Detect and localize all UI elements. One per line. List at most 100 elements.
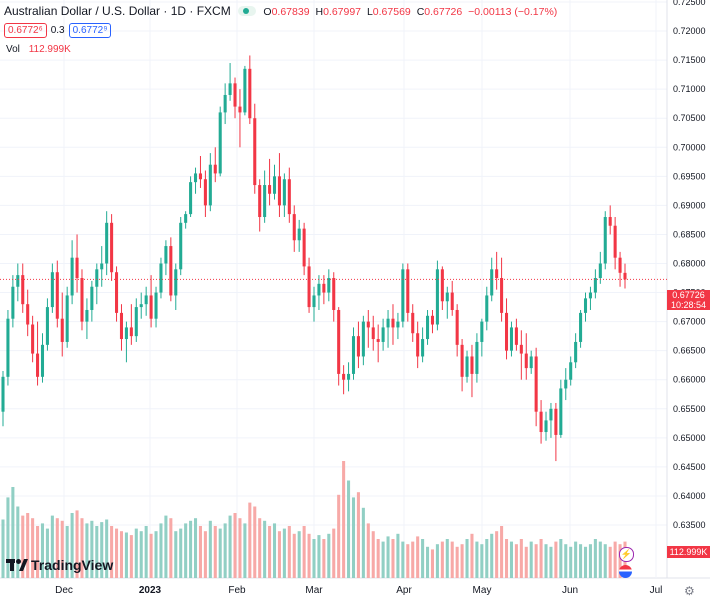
candle-body [495, 269, 499, 279]
price-tick-label: 0.72000 [673, 26, 706, 36]
volume-bar [445, 539, 449, 578]
volume-bar [450, 541, 454, 578]
candle-body [119, 312, 124, 340]
tradingview-logo[interactable]: TradingView [6, 557, 113, 573]
volume-bar [272, 523, 277, 578]
market-open-icon [238, 6, 257, 16]
candle-body [90, 286, 94, 310]
volume-bar [70, 513, 74, 578]
high-label: H [315, 6, 324, 18]
volume-bar [189, 520, 193, 578]
candle-body [223, 94, 227, 113]
candle-body [11, 286, 15, 319]
volume-bar [618, 544, 622, 578]
price-tick-label: 0.69000 [673, 200, 706, 210]
volume-bar [31, 518, 35, 578]
volume-bar [356, 492, 360, 578]
candle-body [430, 315, 435, 325]
symbol-header: Australian Dollar / U.S. Dollar · 1D · F… [4, 4, 560, 18]
volume-bar [263, 520, 267, 578]
volume-bar [485, 539, 489, 578]
last-price-tag: 0.67726 10:28:54 [667, 290, 710, 310]
candle-body [174, 269, 178, 296]
candle-body [500, 278, 504, 313]
volume-bar [401, 541, 405, 578]
lightning-icon[interactable]: ⚡ [619, 547, 634, 562]
volume-bar [1, 519, 5, 578]
volume-bar [554, 541, 558, 578]
candle-body [277, 176, 281, 206]
candle-body [124, 327, 128, 340]
candle-body [179, 222, 183, 270]
time-axis: Dec 2023 Feb Mar Apr May Jun Jul [55, 585, 662, 596]
volume-bar [544, 544, 548, 578]
close-value: 0.67726 [424, 6, 463, 18]
volume-bar [347, 480, 351, 578]
low-label: L [366, 6, 373, 18]
volume-bar [179, 528, 183, 578]
candle-body [421, 339, 425, 357]
sell-button[interactable]: 0.6772⁶ [4, 23, 47, 38]
volume-bars [1, 461, 627, 578]
time-tick-label: Dec [55, 585, 73, 596]
candle-body [613, 225, 617, 258]
candle-body [193, 173, 198, 183]
price-tick-label: 0.66000 [673, 375, 706, 385]
volume-bar [342, 461, 346, 578]
volume-legend[interactable]: Vol 112.999K [6, 44, 71, 55]
volume-bar [534, 544, 538, 578]
candle-body [139, 304, 143, 308]
candle-body [366, 321, 370, 328]
candle-body [514, 327, 518, 345]
candle-body [381, 327, 385, 342]
candle-body [386, 318, 390, 328]
candle-body [361, 321, 365, 357]
volume-bar [327, 533, 331, 578]
open-label: O [263, 6, 272, 18]
volume-bar [337, 494, 341, 578]
volume-bar [80, 518, 84, 578]
price-tick-label: 0.68500 [673, 229, 706, 239]
change-value: −0.00113 (−0.17%) [468, 6, 558, 18]
volume-bar [519, 539, 523, 578]
candle-body [154, 292, 158, 319]
volume-bar [124, 532, 128, 578]
volume-bar [115, 528, 119, 578]
high-value: 0.67997 [323, 6, 362, 18]
volume-bar [470, 533, 474, 578]
candle-body [169, 246, 173, 296]
candle-body [332, 278, 336, 310]
candle-body [26, 304, 30, 325]
buy-button[interactable]: 0.6772⁹ [68, 23, 112, 38]
volume-bar [416, 536, 420, 578]
close-label: C [416, 6, 425, 18]
volume-bar [149, 533, 153, 578]
candle-body [396, 321, 400, 328]
time-tick-label: Apr [396, 585, 412, 596]
volume-bar [302, 526, 306, 578]
tradingview-logo-text: TradingView [31, 557, 114, 573]
us-flag-icon[interactable] [619, 565, 632, 578]
candle-body [36, 353, 40, 377]
candle-body [544, 420, 548, 433]
time-tick-label: May [473, 585, 492, 596]
candle-body [70, 257, 74, 296]
candle-body [337, 309, 341, 374]
candle-body [31, 324, 35, 354]
volume-value: 112.999K [28, 44, 71, 55]
volume-bar [258, 518, 262, 578]
gear-icon[interactable]: ⚙ [684, 584, 695, 598]
candle-body [351, 336, 356, 374]
volume-bar [411, 541, 415, 578]
volume-bar [490, 533, 494, 578]
volume-bar [361, 507, 365, 578]
candle-body [579, 312, 583, 342]
symbol-title[interactable]: Australian Dollar / U.S. Dollar · 1D · F… [4, 4, 231, 18]
candle-body [356, 336, 360, 357]
volume-bar [430, 549, 435, 578]
volume-bar [144, 526, 148, 578]
volume-bar [366, 523, 370, 578]
candle-body [470, 356, 474, 374]
candle-body [618, 257, 622, 273]
